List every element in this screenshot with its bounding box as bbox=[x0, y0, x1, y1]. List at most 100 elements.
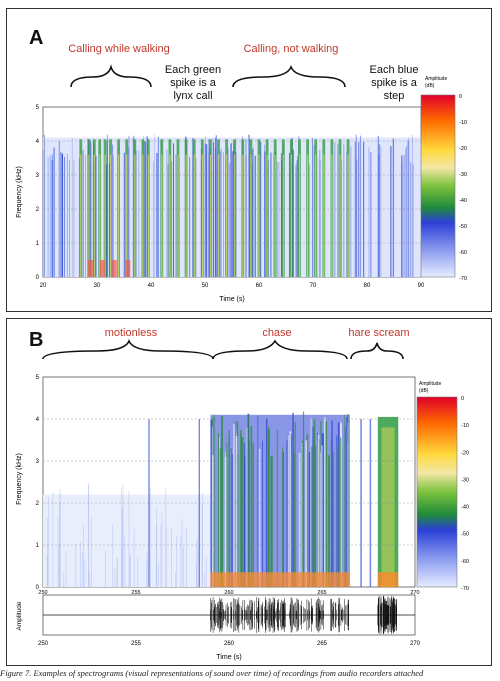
lynx-call-core bbox=[290, 154, 292, 277]
y-tick-label: 1 bbox=[36, 543, 40, 549]
lynx-call-core bbox=[161, 154, 163, 277]
annotation-line: Each green bbox=[164, 64, 222, 76]
lynx-call-core bbox=[217, 154, 220, 277]
low-frequency-energy bbox=[210, 572, 350, 587]
lynx-call-core bbox=[298, 154, 301, 277]
x-tick-label: 40 bbox=[148, 283, 155, 289]
colorbar-tick-label: -50 bbox=[461, 532, 469, 538]
x-tick-label: 260 bbox=[224, 590, 233, 596]
lynx-call-core bbox=[193, 154, 195, 277]
lynx-call-core bbox=[134, 154, 136, 277]
x-tick-label: 260 bbox=[224, 641, 235, 647]
spectrogram-b-grid bbox=[43, 418, 415, 546]
spectrogram-a-grid bbox=[43, 140, 421, 244]
spectrogram-a-yticks: 0 1 2 3 4 5 bbox=[36, 105, 40, 281]
spectrogram-b-xlabel: Time (s) bbox=[216, 654, 241, 661]
colorbar-b-title-unit: (dB) bbox=[419, 388, 429, 394]
colorbar-b-title: Amplitude bbox=[419, 381, 441, 387]
hare-scream-low-frequency bbox=[377, 572, 399, 587]
high-amplitude-patch bbox=[111, 260, 117, 277]
lynx-call-core bbox=[201, 154, 203, 277]
spectrogram-a-ylabel: Frequency (kHz) bbox=[16, 166, 23, 218]
y-tick-label: 2 bbox=[36, 501, 40, 507]
y-tick-label: 4 bbox=[36, 139, 40, 145]
x-tick-label: 265 bbox=[317, 590, 326, 596]
annotation-hare-scream: hare scream bbox=[348, 327, 410, 339]
brace-calling-not-walking bbox=[232, 64, 346, 88]
x-tick-label: 270 bbox=[410, 641, 421, 647]
colorbar-tick-label: -20 bbox=[461, 450, 469, 456]
high-amplitude-patch bbox=[125, 260, 131, 277]
colorbar-b bbox=[416, 396, 458, 588]
panel-a: A Calling while walking Each green spike… bbox=[6, 8, 492, 312]
lynx-call-core bbox=[331, 154, 333, 277]
y-tick-label: 5 bbox=[36, 375, 40, 381]
spectrogram-b bbox=[43, 411, 399, 587]
spectrogram-a-xticks: 20 30 40 50 60 70 80 90 bbox=[40, 283, 425, 289]
x-tick-label: 90 bbox=[418, 283, 425, 289]
lynx-call-core bbox=[339, 154, 341, 277]
lynx-call-core bbox=[142, 154, 144, 277]
panel-a-letter: A bbox=[29, 27, 44, 49]
brace-motionless bbox=[42, 338, 214, 360]
spectrogram-a bbox=[42, 134, 421, 277]
lynx-call-core bbox=[126, 154, 128, 277]
annotation-blue-spike: Each blue spike is a step bbox=[361, 64, 427, 103]
x-tick-label: 265 bbox=[317, 641, 328, 647]
colorbar-tick-label: -40 bbox=[461, 505, 469, 511]
colorbar-a-ticks: 0 -10 -20 -30 -40 -50 -60 -70 bbox=[459, 94, 467, 282]
lynx-call-core bbox=[104, 154, 106, 277]
lynx-call-core bbox=[80, 154, 82, 277]
x-tick-label: 80 bbox=[364, 283, 371, 289]
annotation-calling-while-walking: Calling while walking bbox=[68, 43, 170, 55]
lynx-call-core bbox=[266, 154, 268, 277]
spectrogram-b-ylabel: Frequency (kHz) bbox=[16, 453, 23, 505]
colorbar-tick-label: -40 bbox=[459, 198, 467, 204]
colorbar-a bbox=[420, 94, 456, 278]
y-tick-label: 0 bbox=[36, 275, 40, 281]
x-tick-label: 250 bbox=[38, 641, 49, 647]
lynx-call-core bbox=[282, 154, 284, 277]
colorbar-tick-label: -50 bbox=[459, 224, 467, 230]
lynx-call-core bbox=[315, 154, 317, 277]
x-tick-label: 50 bbox=[202, 283, 209, 289]
panel-b-letter: B bbox=[29, 329, 44, 351]
colorbar-tick-label: -60 bbox=[459, 250, 467, 256]
lynx-call-core bbox=[242, 154, 244, 277]
annotation-line: step bbox=[383, 90, 405, 102]
x-tick-label: 250 bbox=[38, 590, 47, 596]
x-tick-label: 20 bbox=[40, 283, 47, 289]
lynx-call-core bbox=[226, 154, 228, 277]
spectrogram-a-xlabel: Time (s) bbox=[219, 296, 244, 303]
colorbar-tick-label: -10 bbox=[461, 423, 469, 429]
spectrogram-b-xticks-top: 250 255 260 265 270 bbox=[38, 590, 419, 596]
annotation-motionless: motionless bbox=[104, 327, 158, 339]
annotation-line: Each blue bbox=[369, 64, 419, 76]
lynx-call-core bbox=[209, 154, 211, 277]
lynx-call-core bbox=[185, 154, 187, 277]
colorbar-tick-label: -70 bbox=[461, 586, 469, 592]
annotation-line: lynx call bbox=[173, 90, 213, 102]
y-tick-label: 4 bbox=[36, 417, 40, 423]
lynx-call-core bbox=[118, 154, 120, 277]
y-tick-label: 1 bbox=[36, 241, 40, 247]
spectrogram-b-yticks: 0 1 2 3 4 5 bbox=[36, 375, 40, 591]
high-amplitude-patch bbox=[99, 260, 105, 277]
colorbar-tick-label: -20 bbox=[459, 146, 467, 152]
high-amplitude-patch bbox=[88, 260, 94, 277]
lynx-call-core bbox=[99, 154, 101, 277]
colorbar-a-title-unit: (dB) bbox=[425, 83, 435, 89]
lynx-call-core bbox=[347, 154, 349, 277]
colorbar-tick-label: -10 bbox=[459, 120, 467, 126]
lynx-call-core bbox=[169, 154, 171, 277]
y-tick-label: 0 bbox=[36, 585, 40, 591]
lynx-call-core bbox=[250, 154, 252, 277]
lynx-call-core bbox=[323, 154, 325, 277]
annotation-chase: chase bbox=[262, 327, 292, 339]
lynx-call-core bbox=[109, 154, 112, 277]
hare-scream-core bbox=[381, 427, 395, 587]
y-tick-label: 3 bbox=[36, 173, 40, 179]
y-tick-label: 2 bbox=[36, 207, 40, 213]
annotation-line: spike is a bbox=[371, 77, 417, 89]
